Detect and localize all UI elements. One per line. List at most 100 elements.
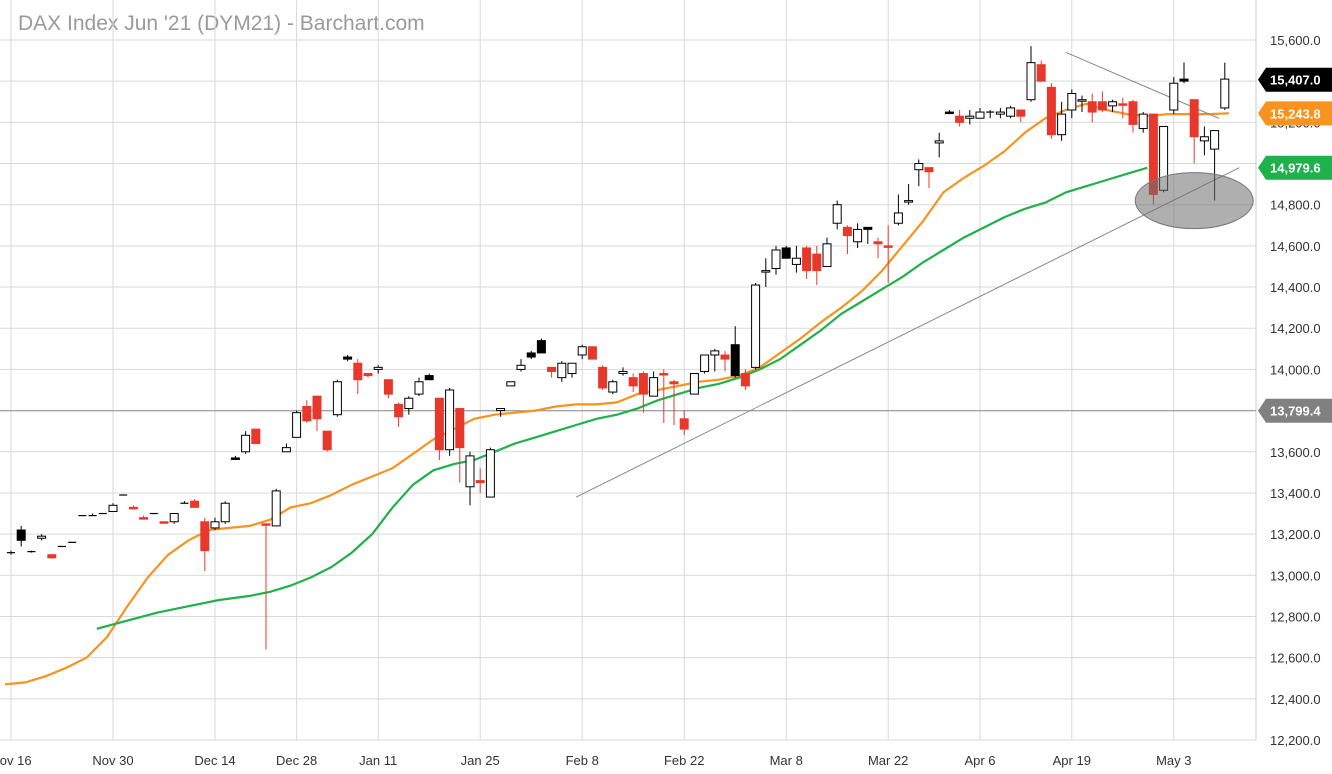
candle-body (251, 428, 261, 445)
candle-body (567, 362, 577, 375)
candle (965, 110, 975, 125)
candle-body (924, 167, 934, 173)
candle-body (312, 395, 322, 420)
candle-body (526, 352, 536, 358)
candle-body (812, 253, 822, 272)
candle-body (975, 111, 985, 119)
candle-body (1108, 101, 1118, 107)
candle-body (292, 412, 302, 438)
candle-body (679, 418, 689, 430)
candle (353, 359, 363, 395)
candle-body (751, 284, 761, 368)
x-tick-label: Dec 28 (276, 753, 317, 768)
candle-body (210, 521, 220, 529)
candle (730, 326, 740, 378)
y-tick-label: 15,600.0 (1270, 33, 1321, 48)
candle (281, 443, 291, 453)
candle (557, 361, 567, 382)
y-tick-label: 12,400.0 (1270, 692, 1321, 707)
price-tag: 15,407.0 (1258, 67, 1332, 92)
candle-body (771, 249, 781, 270)
candle-body (485, 449, 495, 498)
candle (812, 245, 822, 285)
orange-moving-average (4, 102, 1230, 686)
candle (547, 366, 557, 378)
candle-body (383, 379, 393, 395)
candles (7, 46, 1230, 650)
candle (751, 282, 761, 370)
candle-body (802, 247, 812, 272)
candle-body (863, 226, 873, 230)
y-tick-label: 13,400.0 (1270, 486, 1321, 501)
candle (506, 381, 516, 387)
candle-body (1046, 86, 1056, 136)
candle-body (536, 340, 546, 354)
candle (842, 225, 852, 255)
candle-body (1087, 101, 1097, 113)
candle-body (475, 480, 485, 484)
candle-body (332, 381, 342, 416)
candle (914, 159, 924, 187)
candle (1077, 95, 1087, 113)
candle-body (995, 111, 1005, 115)
x-tick-label: Dec 14 (194, 753, 235, 768)
candle (893, 194, 903, 226)
x-tick-label: Feb 8 (566, 753, 599, 768)
candle-body (434, 397, 444, 451)
y-tick-label: 13,200.0 (1270, 527, 1321, 542)
candle (1118, 97, 1128, 119)
candle-body (516, 364, 526, 370)
candle-body (261, 523, 271, 526)
candle (230, 455, 240, 460)
y-tick-label: 14,000.0 (1270, 362, 1321, 377)
candle-body (281, 447, 291, 453)
candle-body (618, 370, 628, 375)
candle (1016, 109, 1026, 123)
candle-body (700, 354, 710, 372)
candle-body (761, 270, 771, 273)
candle-body (547, 366, 557, 372)
candle (383, 379, 393, 399)
candle-body (914, 163, 924, 171)
candle (200, 517, 210, 572)
candle-body (1128, 101, 1138, 125)
price-tag-label: 14,979.6 (1270, 161, 1321, 176)
y-tick-label: 13,000.0 (1270, 568, 1321, 583)
candle-body (37, 535, 47, 539)
candle (659, 369, 669, 423)
price-tags: 15,407.0 15,243.8 14,979.6 13,799.4 (1258, 67, 1332, 423)
candle-body (1199, 136, 1209, 142)
candle (1067, 89, 1077, 119)
y-tick-label: 14,600.0 (1270, 239, 1321, 254)
candle (210, 517, 220, 530)
candle-body (414, 381, 424, 395)
candle-body (720, 354, 730, 360)
candle (567, 362, 577, 378)
candle-body (608, 381, 618, 393)
candle (159, 521, 169, 524)
candle (128, 505, 138, 510)
candle (924, 167, 934, 189)
candle-body (322, 430, 332, 451)
candle (434, 397, 444, 460)
candle (771, 245, 781, 275)
candle-body (893, 212, 903, 224)
candle (1169, 77, 1179, 115)
candle-body (638, 373, 648, 395)
candle-body (853, 228, 863, 243)
candle-body (1077, 99, 1087, 102)
candle (853, 223, 863, 248)
candle (363, 373, 373, 378)
candle-body (904, 200, 914, 203)
candle (180, 501, 189, 504)
candle (27, 550, 36, 553)
candle (822, 237, 832, 267)
y-tick-label: 13,600.0 (1270, 445, 1321, 460)
candle (1036, 60, 1046, 82)
y-tick-label: 14,400.0 (1270, 280, 1321, 295)
x-tick-label: Nov 16 (0, 753, 32, 768)
candle-body (1026, 62, 1036, 101)
candle-body (1210, 130, 1220, 150)
candle (485, 447, 495, 498)
